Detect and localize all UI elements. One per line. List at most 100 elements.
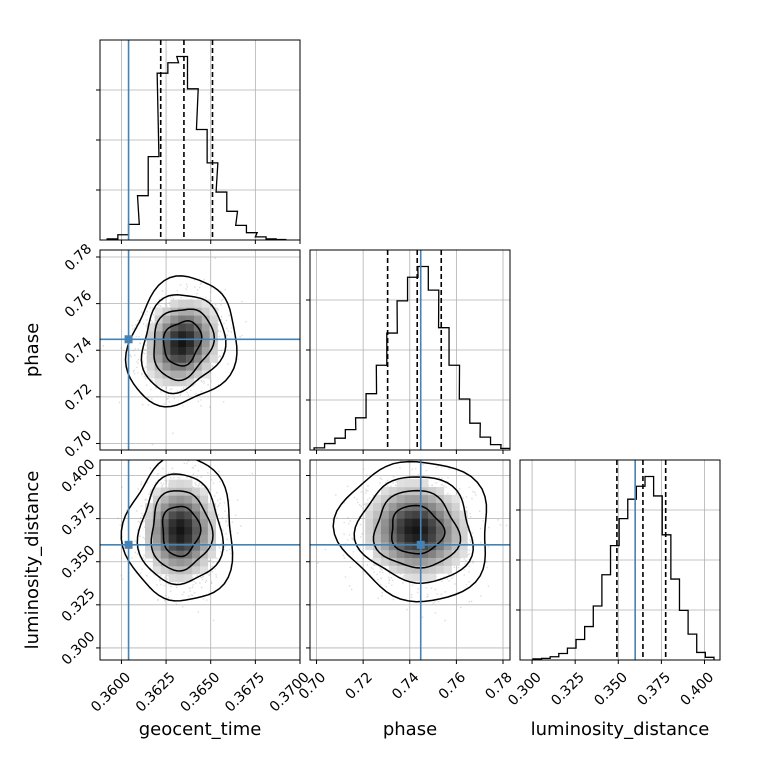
density-cell-2-2-1 bbox=[428, 518, 437, 527]
density-cell-1-4--1 bbox=[207, 534, 217, 543]
contour-0-0 bbox=[162, 320, 203, 367]
xtick-label-phase-3: 0.76 bbox=[436, 669, 469, 702]
density-cell-1--3-0 bbox=[152, 526, 162, 535]
density-cell-1-2-4 bbox=[192, 495, 201, 504]
density-cell-1-3-2 bbox=[200, 511, 209, 520]
density-cell-1--3-4 bbox=[152, 495, 162, 504]
density-cell-2--3-3 bbox=[388, 502, 397, 511]
contour-0-1 bbox=[153, 308, 216, 382]
density-cell-0--1-0 bbox=[170, 338, 179, 348]
density-cell-1--4-2 bbox=[145, 511, 154, 520]
density-cell-2--1-4 bbox=[404, 494, 413, 503]
density-cell-1--3--2 bbox=[152, 542, 162, 551]
density-cell-1-1--4 bbox=[184, 558, 193, 567]
density-cell-2-2-5 bbox=[428, 486, 437, 496]
density-cell-0--1-1 bbox=[170, 330, 179, 340]
density-cell-2--4-0 bbox=[380, 526, 390, 535]
density-cell-2--4-3 bbox=[380, 502, 390, 511]
density-cell-2--2--2 bbox=[396, 541, 405, 551]
density-cell-1--2-0 bbox=[160, 526, 169, 535]
density-cell-0-1-2 bbox=[186, 323, 195, 332]
density-cell-2--3--4 bbox=[388, 557, 397, 566]
density-cell-2-3--3 bbox=[435, 549, 445, 558]
density-cell-1-3-1 bbox=[200, 518, 209, 528]
density-cell-0--1-3 bbox=[170, 315, 179, 324]
density-cell-1--1-0 bbox=[168, 526, 177, 535]
density-cell-0-2-5 bbox=[193, 299, 203, 308]
density-cell-1-1--3 bbox=[184, 550, 193, 559]
density-cell-1--1-4 bbox=[168, 495, 177, 504]
density-cell-2-3-0 bbox=[435, 526, 445, 535]
density-cell-0--2-4 bbox=[162, 307, 171, 316]
ytick-label-luminosity_distance-4: 0.400 bbox=[59, 456, 99, 496]
frame-1 bbox=[99, 459, 301, 661]
xtick-label-phase-1: 0.72 bbox=[343, 669, 376, 702]
density-cell-0--4-2 bbox=[146, 323, 155, 332]
density-cell-1--2--3 bbox=[160, 550, 169, 559]
density-cell-1-1--1 bbox=[184, 534, 193, 543]
density-cell-1-0--3 bbox=[176, 550, 185, 559]
density-cell-0-3-0 bbox=[201, 338, 210, 348]
density-cell-1--2--1 bbox=[160, 534, 169, 543]
density-cell-0-0--4 bbox=[178, 370, 187, 379]
density-cell-0-2--2 bbox=[193, 354, 203, 363]
density-cell-2-4--2 bbox=[443, 541, 452, 551]
density-cell-2--1--6 bbox=[404, 573, 413, 582]
density-cell-2--2--1 bbox=[396, 534, 405, 543]
density-cell-1-1-4 bbox=[184, 495, 193, 504]
density-cell-1--4--1 bbox=[145, 534, 154, 543]
density-cell-2-2-4 bbox=[428, 494, 437, 503]
density-cell-0-1--3 bbox=[186, 362, 195, 371]
xlabel-phase: phase bbox=[383, 719, 437, 740]
ytick-label-luminosity_distance-0: 0.300 bbox=[59, 629, 99, 669]
density-cell-1--3-2 bbox=[152, 511, 162, 520]
density-cell-1--4--3 bbox=[145, 550, 154, 559]
density-cell-1--1-6 bbox=[168, 479, 177, 488]
density-cell-0-4-4 bbox=[209, 307, 218, 316]
density-cell-2-2--5 bbox=[428, 565, 437, 574]
density-cell-0-3--2 bbox=[201, 354, 210, 363]
xtick-label-luminosity_distance-1: 0.325 bbox=[548, 669, 588, 709]
density-cell-1--3--3 bbox=[152, 550, 162, 559]
contour-1-2 bbox=[136, 473, 225, 586]
ytick-label-phase-4: 0.78 bbox=[62, 241, 95, 274]
density-cell-0-2--1 bbox=[193, 346, 203, 355]
density-cell-0--2--2 bbox=[162, 354, 171, 363]
density-cell-1-0-0 bbox=[176, 526, 185, 535]
density-cell-2-4--1 bbox=[443, 534, 452, 543]
density-cell-0--1--5 bbox=[170, 378, 179, 387]
density-cell-2-0--1 bbox=[412, 534, 421, 543]
density-cell-2--4-4 bbox=[380, 494, 390, 503]
density-cell-1-4--3 bbox=[207, 550, 217, 559]
density-cell-2-4-4 bbox=[443, 494, 452, 503]
ytick-label-phase-3: 0.76 bbox=[62, 288, 95, 321]
density-cell-0-4--2 bbox=[209, 354, 218, 363]
density-cell-1-3--5 bbox=[200, 566, 209, 575]
density-cell-2-4-1 bbox=[443, 518, 452, 527]
density-cell-2-3--5 bbox=[435, 565, 445, 574]
xlabel-luminosity_distance: luminosity_distance bbox=[531, 719, 710, 740]
density-cell-2--5--2 bbox=[373, 541, 382, 551]
density-cell-0-2-3 bbox=[193, 315, 203, 324]
density-cell-1-2-3 bbox=[192, 503, 201, 512]
density-cell-0-3--3 bbox=[201, 362, 210, 371]
density-cell-2--2-6 bbox=[396, 479, 405, 488]
contour-1-3 bbox=[120, 460, 234, 602]
density-cell-1-0--6 bbox=[176, 573, 185, 583]
contour-1-0 bbox=[161, 505, 202, 558]
density-cell-2--5--3 bbox=[373, 549, 382, 558]
density-cell-1-4--2 bbox=[207, 542, 217, 551]
density-cell-0-0--1 bbox=[178, 346, 187, 355]
density-cell-1--2-4 bbox=[160, 495, 169, 504]
density-cell-1-0-2 bbox=[176, 511, 185, 520]
density-cell-2--2--4 bbox=[396, 557, 405, 566]
density-cell-1-2-0 bbox=[192, 526, 201, 535]
density-cell-0-2-0 bbox=[193, 338, 203, 348]
density-cell-2-3-3 bbox=[435, 502, 445, 511]
density-cell-2--2-1 bbox=[396, 518, 405, 527]
histogram-panel-geocent_time bbox=[100, 40, 300, 240]
density-cell-0-0-1 bbox=[178, 330, 187, 340]
density-cell-1--3-3 bbox=[152, 503, 162, 512]
density-cell-2--2-2 bbox=[396, 510, 405, 519]
density-cell-0--2--4 bbox=[162, 370, 171, 379]
